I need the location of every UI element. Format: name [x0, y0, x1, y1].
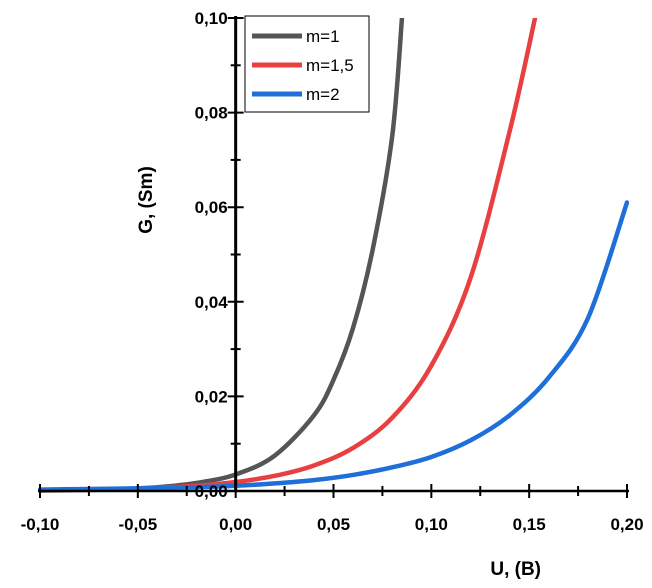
x-tick-label: 0,05 — [317, 515, 350, 534]
ticks-layer: -0,10 -0,05 0,00 0,05 0,10 0,15 0,20 0,00 0,02 0,… — [21, 9, 644, 534]
y-tick-label: 0,06 — [195, 198, 228, 217]
legend-label-3: m=2 — [306, 85, 340, 104]
legend-label-2: m=1,5 — [306, 56, 354, 75]
x-tick-label: 0,20 — [610, 515, 643, 534]
series-layer — [38, 18, 629, 493]
x-tick-label: -0,05 — [118, 515, 157, 534]
x-tick-label: 0,00 — [219, 515, 252, 534]
y-axis-title: G, (Sm) — [136, 166, 157, 234]
y-tick-label: 0,10 — [195, 9, 228, 28]
x-tick-label: 0,15 — [513, 515, 546, 534]
x-tick-label: -0,10 — [21, 515, 60, 534]
x-tick-label: 0,10 — [415, 515, 448, 534]
legend-label-1: m=1 — [306, 27, 340, 46]
series-line-3 — [38, 200, 629, 492]
legend: m=1 m=1,5 m=2 — [244, 15, 370, 113]
y-tick-label: 0,08 — [195, 104, 228, 123]
y-tick-label: 0,02 — [195, 387, 228, 406]
y-tick-label: 0,00 — [195, 482, 228, 501]
y-tick-label: 0,04 — [195, 293, 229, 312]
x-axis-title: U, (B) — [490, 559, 541, 580]
